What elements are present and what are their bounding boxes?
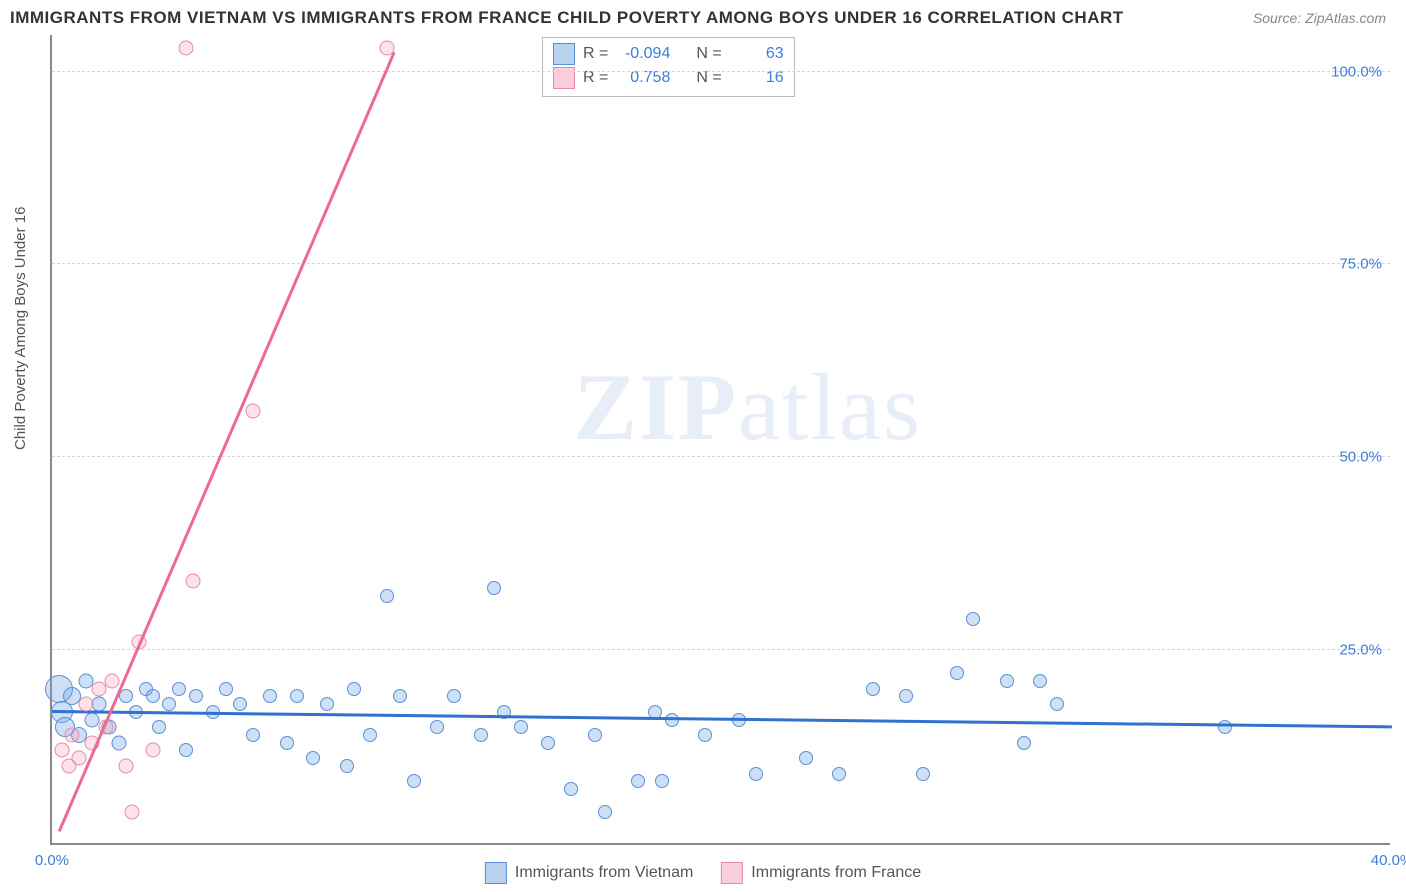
data-point xyxy=(393,689,407,703)
plot-region: ZIPatlas R = -0.094 N = 63 R = 0.758 N =… xyxy=(50,35,1390,845)
swatch-vietnam xyxy=(553,43,575,65)
data-point xyxy=(179,743,193,757)
data-point xyxy=(320,697,334,711)
n-value-vietnam: 63 xyxy=(730,42,784,66)
data-point xyxy=(916,767,930,781)
data-point xyxy=(233,697,247,711)
legend-label-vietnam: Immigrants from Vietnam xyxy=(515,864,693,882)
data-point xyxy=(950,666,964,680)
data-point xyxy=(246,404,261,419)
data-point xyxy=(866,682,880,696)
data-point xyxy=(280,736,294,750)
gridline xyxy=(52,71,1390,72)
data-point xyxy=(447,689,461,703)
data-point xyxy=(749,767,763,781)
data-point xyxy=(246,728,260,742)
legend-item-france: Immigrants from France xyxy=(721,862,921,884)
data-point xyxy=(474,728,488,742)
data-point xyxy=(152,720,166,734)
data-point xyxy=(380,589,394,603)
data-point xyxy=(65,728,80,743)
data-point xyxy=(1000,674,1014,688)
data-point xyxy=(189,689,203,703)
data-point xyxy=(340,759,354,773)
data-point xyxy=(78,697,93,712)
trend-line xyxy=(52,710,1392,728)
data-point xyxy=(145,743,160,758)
data-point xyxy=(899,689,913,703)
data-point xyxy=(799,751,813,765)
chart-title: IMMIGRANTS FROM VIETNAM VS IMMIGRANTS FR… xyxy=(10,8,1124,28)
data-point xyxy=(631,774,645,788)
data-point xyxy=(112,735,127,750)
data-point xyxy=(407,774,421,788)
y-tick-label: 100.0% xyxy=(1331,63,1382,80)
data-point xyxy=(185,573,200,588)
data-point xyxy=(91,681,106,696)
data-point xyxy=(588,728,602,742)
watermark: ZIPatlas xyxy=(574,352,922,462)
data-point xyxy=(347,682,361,696)
data-point xyxy=(1218,720,1232,734)
data-point xyxy=(71,751,86,766)
gridline xyxy=(52,649,1390,650)
data-point xyxy=(162,697,176,711)
legend-label-france: Immigrants from France xyxy=(751,864,921,882)
data-point xyxy=(118,758,133,773)
series-legend: Immigrants from Vietnam Immigrants from … xyxy=(485,862,921,884)
legend-item-vietnam: Immigrants from Vietnam xyxy=(485,862,693,884)
data-point xyxy=(698,728,712,742)
data-point xyxy=(105,674,120,689)
x-tick-label: 0.0% xyxy=(35,852,69,869)
data-point xyxy=(179,41,194,56)
data-point xyxy=(564,782,578,796)
r-value-vietnam: -0.094 xyxy=(616,42,670,66)
y-tick-label: 25.0% xyxy=(1339,642,1382,659)
data-point xyxy=(91,697,106,712)
data-point xyxy=(541,736,555,750)
y-tick-label: 50.0% xyxy=(1339,449,1382,466)
stats-row-vietnam: R = -0.094 N = 63 xyxy=(553,42,784,66)
data-point xyxy=(487,581,501,595)
x-tick-label: 40.0% xyxy=(1371,852,1406,869)
y-tick-label: 75.0% xyxy=(1339,256,1382,273)
data-point xyxy=(146,689,160,703)
y-axis-label: Child Poverty Among Boys Under 16 xyxy=(12,207,29,450)
r-label: R = xyxy=(583,42,608,66)
data-point xyxy=(363,728,377,742)
data-point xyxy=(55,743,70,758)
data-point xyxy=(263,689,277,703)
data-point xyxy=(430,720,444,734)
data-point xyxy=(1017,736,1031,750)
data-point xyxy=(119,689,133,703)
data-point xyxy=(514,720,528,734)
data-point xyxy=(655,774,669,788)
data-point xyxy=(172,682,186,696)
swatch-france xyxy=(721,862,743,884)
data-point xyxy=(832,767,846,781)
data-point xyxy=(1033,674,1047,688)
data-point xyxy=(1050,697,1064,711)
data-point xyxy=(966,612,980,626)
data-point xyxy=(125,805,140,820)
source-attribution: Source: ZipAtlas.com xyxy=(1253,10,1386,26)
data-point xyxy=(306,751,320,765)
chart-area: ZIPatlas R = -0.094 N = 63 R = 0.758 N =… xyxy=(50,35,1390,845)
gridline xyxy=(52,456,1390,457)
gridline xyxy=(52,263,1390,264)
n-label: N = xyxy=(696,42,721,66)
data-point xyxy=(219,682,233,696)
stats-legend: R = -0.094 N = 63 R = 0.758 N = 16 xyxy=(542,37,795,97)
swatch-vietnam xyxy=(485,862,507,884)
data-point xyxy=(290,689,304,703)
data-point xyxy=(598,805,612,819)
